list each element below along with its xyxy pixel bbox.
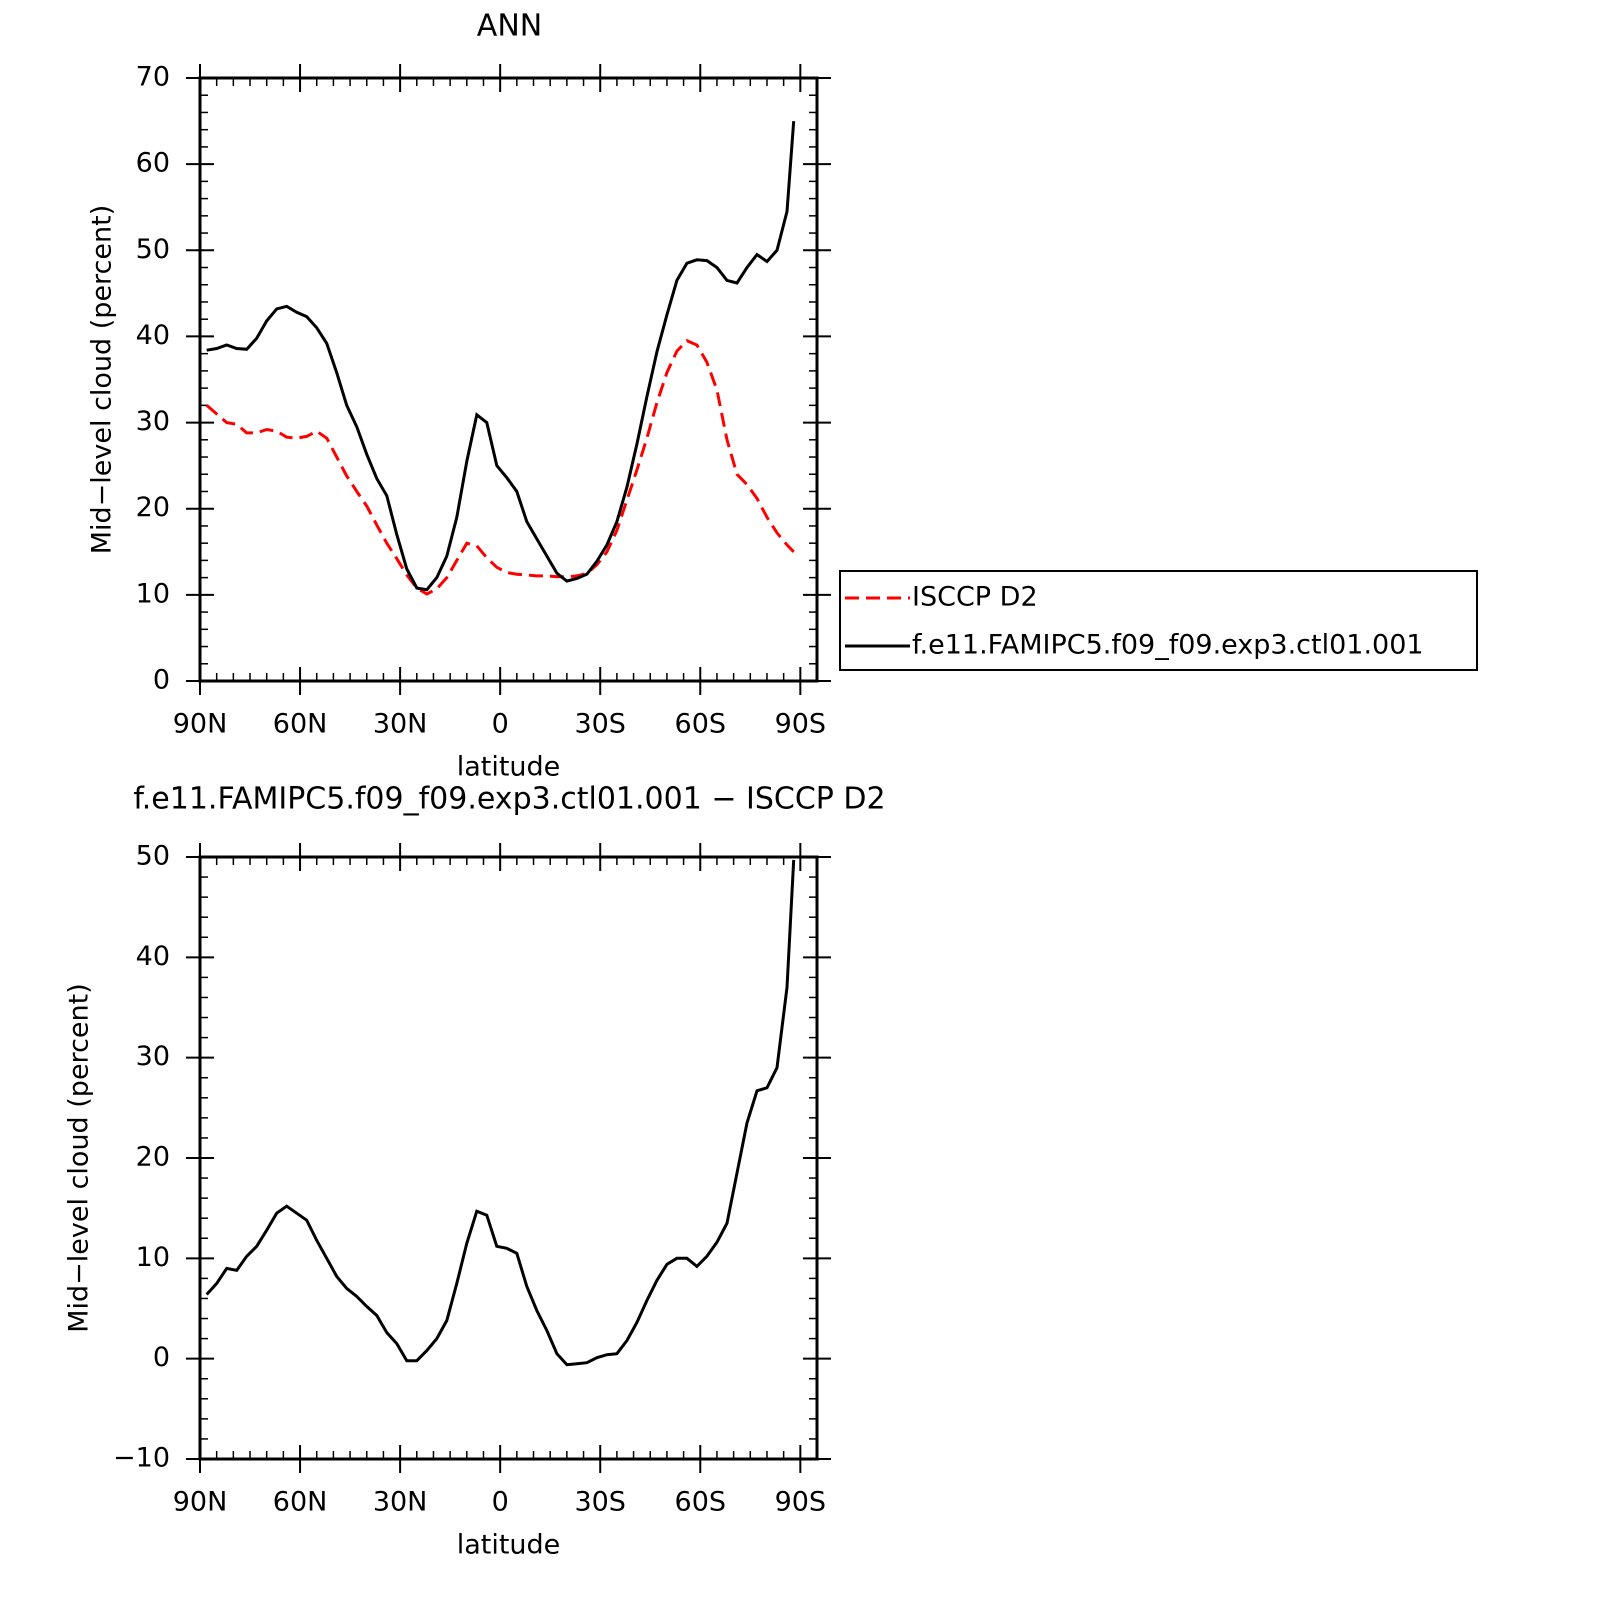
y-tick-label: 30 bbox=[136, 406, 170, 437]
y-tick-label: 40 bbox=[136, 320, 170, 351]
legend-box bbox=[839, 570, 1478, 671]
x-tick-label: 60S bbox=[675, 1487, 727, 1518]
x-axis-label: latitude bbox=[457, 752, 561, 783]
x-tick-label: 30N bbox=[373, 1487, 428, 1518]
y-tick-label: 0 bbox=[153, 1342, 170, 1373]
y-tick-label: 50 bbox=[136, 234, 170, 265]
plot-frame bbox=[198, 855, 819, 1461]
x-tick-label: 90S bbox=[775, 1487, 827, 1518]
x-tick-label: 90S bbox=[775, 709, 827, 740]
data-line bbox=[206, 120, 796, 592]
chart-title: ANN bbox=[477, 9, 542, 44]
y-tick-label: 40 bbox=[136, 941, 170, 972]
x-tick-label: 30N bbox=[373, 709, 428, 740]
chart-title: f.e11.FAMIPC5.f09_f09.exp3.ctl01.001 − I… bbox=[133, 782, 885, 817]
legend-label: ISCCP D2 bbox=[912, 582, 1038, 613]
x-axis-label: latitude bbox=[457, 1530, 561, 1561]
legend-label: f.e11.FAMIPC5.f09_f09.exp3.ctl01.001 bbox=[912, 630, 1424, 661]
x-tick-label: 0 bbox=[492, 709, 509, 740]
y-tick-label: 50 bbox=[136, 841, 170, 872]
y-tick-label: 20 bbox=[136, 492, 170, 523]
y-tick-label: 10 bbox=[136, 1242, 170, 1273]
y-tick-label: 30 bbox=[136, 1041, 170, 1072]
x-tick-label: 60N bbox=[273, 709, 328, 740]
y-tick-label: 70 bbox=[136, 62, 170, 93]
x-tick-label: 0 bbox=[492, 1487, 509, 1518]
x-tick-label: 30S bbox=[574, 1487, 626, 1518]
x-tick-label: 30S bbox=[574, 709, 626, 740]
y-axis-label: Mid−level cloud (percent) bbox=[64, 983, 95, 1333]
plot-frame bbox=[198, 76, 819, 683]
y-tick-label: 0 bbox=[153, 665, 170, 696]
data-line bbox=[205, 859, 796, 1367]
y-axis-label: Mid−level cloud (percent) bbox=[87, 205, 118, 555]
x-tick-label: 90N bbox=[173, 709, 228, 740]
y-tick-label: 20 bbox=[136, 1142, 170, 1173]
x-tick-label: 90N bbox=[173, 1487, 228, 1518]
y-tick-label: 10 bbox=[136, 578, 170, 609]
y-tick-label: 60 bbox=[136, 148, 170, 179]
x-tick-label: 60N bbox=[273, 1487, 328, 1518]
data-line bbox=[205, 338, 795, 596]
x-tick-label: 60S bbox=[675, 709, 727, 740]
y-tick-label: −10 bbox=[113, 1443, 170, 1474]
